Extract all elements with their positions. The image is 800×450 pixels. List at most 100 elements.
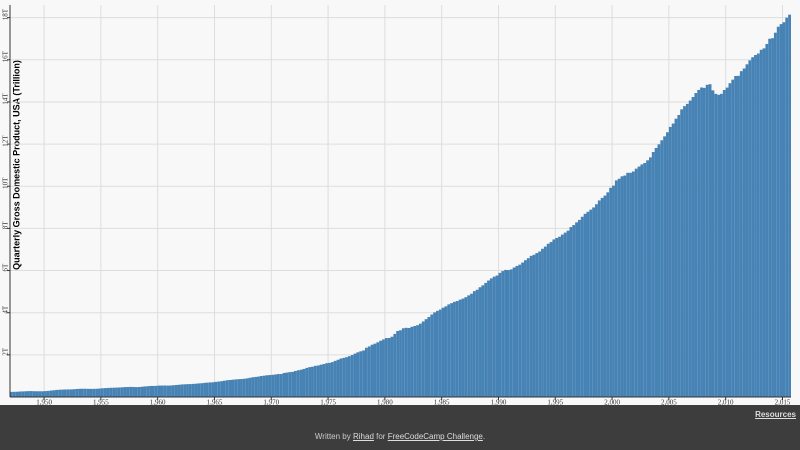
bar: [27, 391, 30, 397]
x-tick-label: 2,005: [661, 399, 677, 405]
author-link[interactable]: Rihad: [352, 432, 374, 441]
bar: [529, 255, 533, 397]
bar: [72, 389, 76, 397]
bar: [438, 309, 442, 397]
bar: [782, 22, 786, 398]
bar: [765, 44, 769, 398]
bar: [268, 375, 272, 397]
x-tick-label: 1,960: [150, 399, 166, 405]
x-tick-label: 2,015: [775, 399, 791, 405]
bar: [52, 390, 56, 397]
bar: [254, 376, 258, 397]
bar: [106, 387, 110, 397]
bar: [433, 312, 436, 397]
bar: [46, 390, 50, 397]
bar: [714, 93, 718, 397]
bar: [708, 84, 712, 398]
bar: [711, 90, 715, 398]
bar: [66, 389, 70, 397]
bar: [38, 391, 42, 397]
bar: [702, 87, 706, 397]
bar: [319, 364, 323, 397]
bar: [35, 391, 39, 397]
bar: [393, 333, 397, 397]
bar: [24, 391, 28, 397]
bar: [350, 355, 354, 397]
bar: [336, 359, 340, 397]
bar: [285, 372, 289, 397]
bar: [603, 195, 607, 397]
bar: [683, 106, 686, 398]
bar: [166, 385, 170, 397]
bar: [115, 387, 118, 397]
bar: [401, 328, 405, 397]
y-tick-label: 12T: [2, 135, 10, 147]
bar: [484, 282, 488, 397]
bar: [578, 219, 581, 397]
bar: [771, 38, 774, 398]
bar: [109, 387, 113, 397]
bar: [600, 197, 604, 397]
bar: [680, 109, 684, 397]
bar: [751, 57, 755, 397]
y-tick-label: 14T: [2, 93, 10, 105]
bar: [49, 390, 53, 397]
bar: [339, 358, 343, 397]
bar: [583, 213, 587, 397]
bar: [572, 225, 576, 397]
bar: [722, 90, 726, 398]
bar: [316, 365, 320, 397]
y-tick-label: 18T: [2, 8, 10, 20]
bar: [532, 254, 536, 397]
chart: Quarterly Gross Domestic Product, USA (T…: [2, 5, 791, 405]
bar: [308, 367, 312, 397]
bar: [768, 38, 772, 398]
credit-text: Written by: [314, 432, 351, 441]
credit: Written by Rihad for FreeCodeCamp Challe…: [0, 432, 800, 441]
bar: [248, 377, 252, 397]
bar: [481, 285, 485, 397]
bar: [197, 383, 201, 397]
x-tick-label: 1,955: [93, 399, 109, 405]
bar: [373, 343, 377, 397]
challenge-link[interactable]: FreeCodeCamp Challenge: [387, 432, 483, 441]
bar: [299, 369, 303, 397]
bar: [745, 64, 749, 397]
bar: [691, 97, 695, 397]
bar: [552, 239, 556, 397]
bar: [694, 93, 698, 398]
bar: [566, 230, 570, 397]
bar: [609, 187, 613, 397]
bar: [501, 271, 505, 397]
bar: [29, 391, 33, 397]
bar: [217, 381, 221, 397]
bar: [10, 391, 13, 397]
bar: [191, 383, 195, 397]
bar: [234, 379, 238, 397]
bar: [720, 93, 723, 397]
bar: [657, 144, 661, 397]
bar: [492, 276, 496, 397]
bar: [487, 280, 490, 397]
bar: [140, 386, 144, 397]
bar: [526, 258, 530, 397]
bar: [498, 272, 502, 397]
bar: [379, 340, 383, 397]
bar: [154, 385, 158, 397]
bar: [345, 357, 348, 397]
bar: [95, 388, 99, 397]
bar: [685, 103, 689, 397]
bar: [387, 337, 391, 397]
bar: [575, 222, 578, 397]
bar: [282, 373, 286, 397]
bar: [731, 79, 735, 398]
bar: [734, 76, 738, 397]
resources-link[interactable]: Resources: [755, 410, 796, 419]
bar: [276, 374, 280, 397]
bar: [558, 236, 561, 397]
bar: [470, 293, 473, 397]
bar: [631, 171, 635, 397]
bar: [649, 157, 652, 397]
bar: [100, 388, 104, 397]
bar: [788, 14, 791, 398]
